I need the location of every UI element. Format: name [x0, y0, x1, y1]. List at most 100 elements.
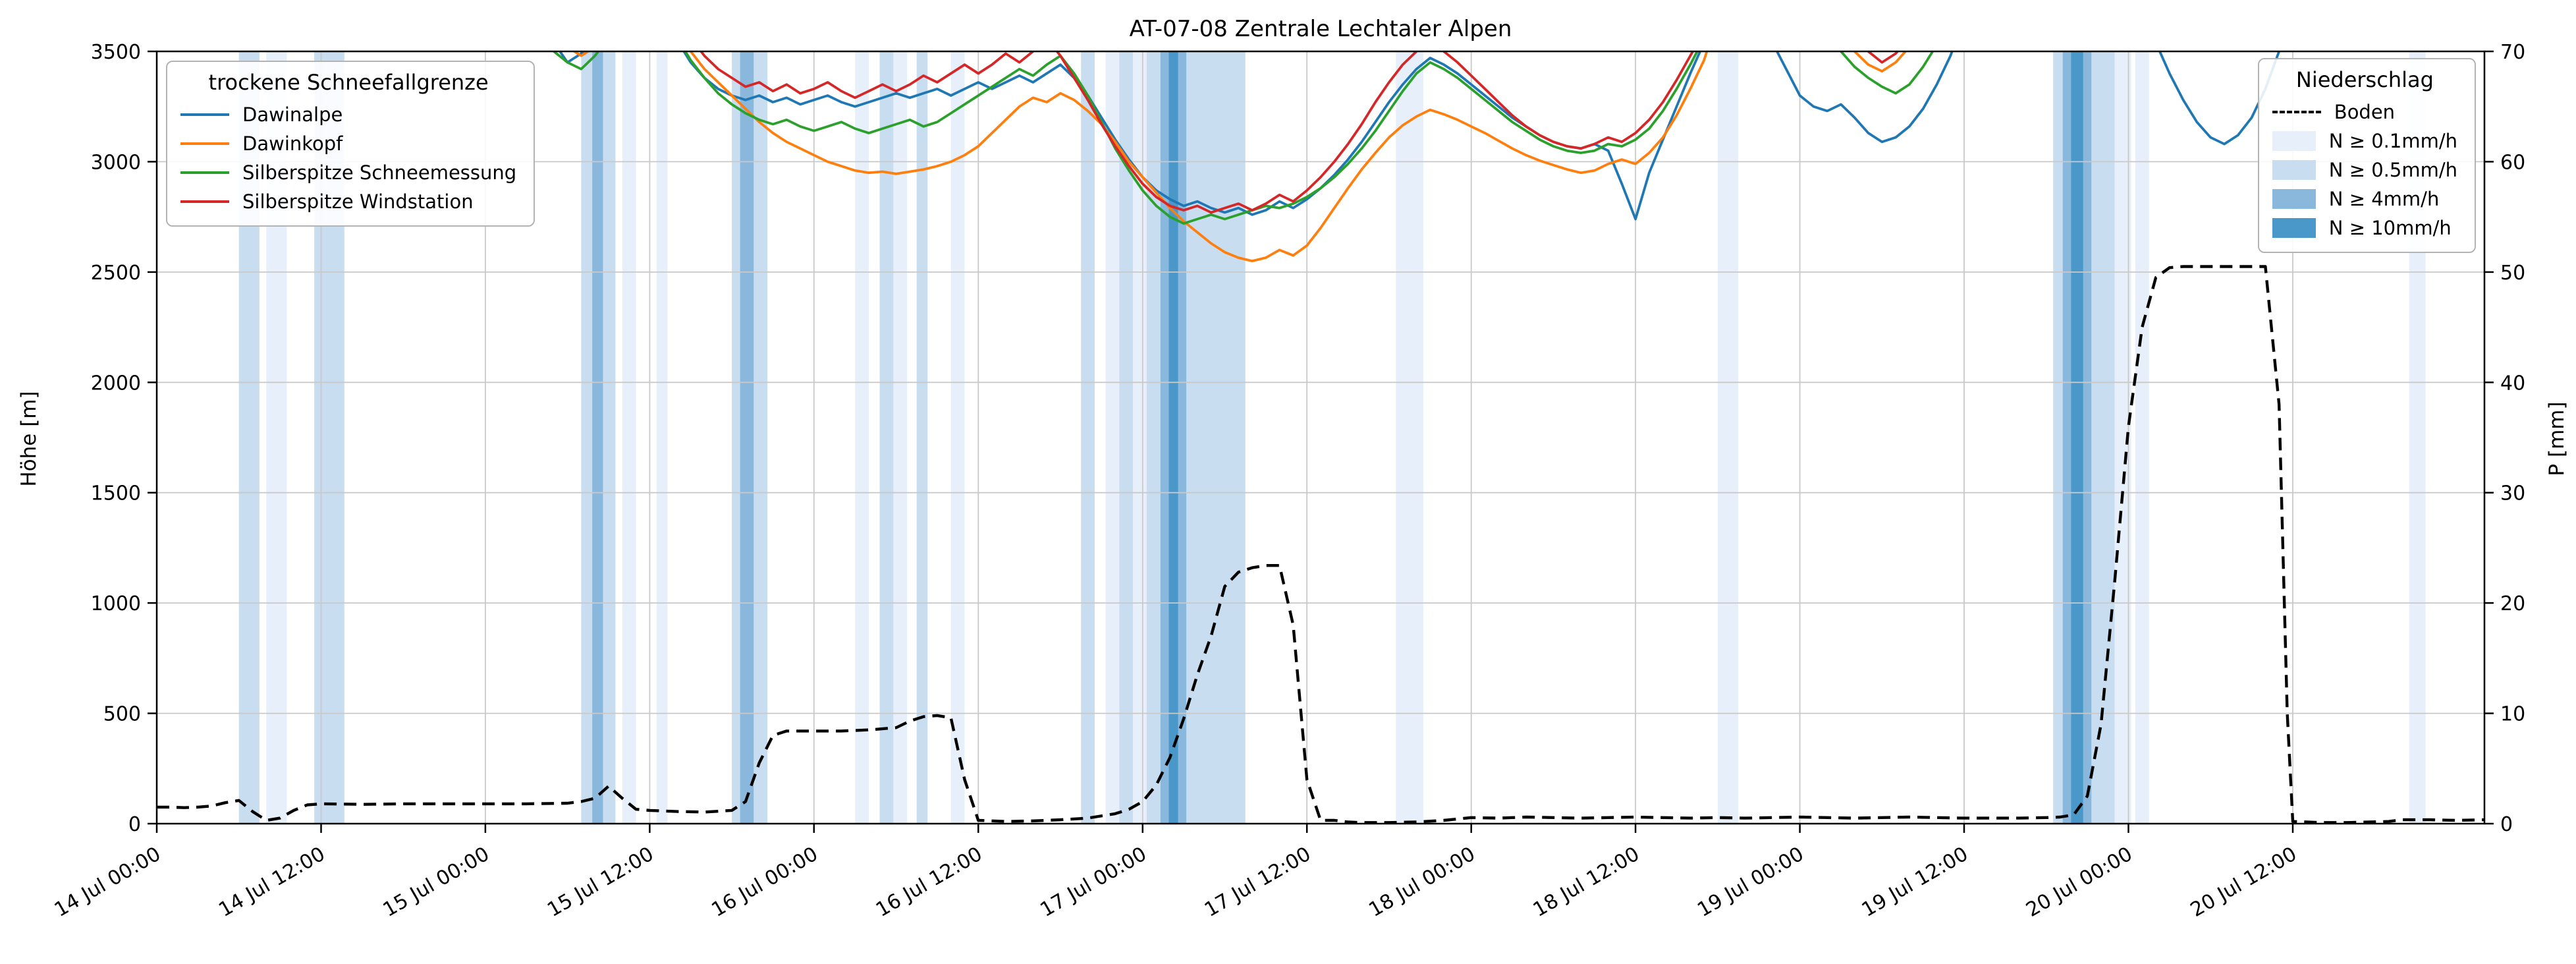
legend-entry-label: Silberspitze Schneemessung [242, 161, 517, 184]
y-tick-label-left: 0 [128, 813, 141, 836]
legend-entry-label: Dawinalpe [242, 103, 343, 126]
y-tick-label-right: 20 [2500, 592, 2525, 615]
precip-band [1717, 51, 1739, 824]
series-line-dawinalpe [558, 51, 2281, 221]
x-tick-label: 19 Jul 00:00 [1693, 843, 1807, 922]
legend-entry-label: Dawinkopf [242, 132, 343, 155]
snowline-legend-title: trockene Schneefallgrenze [208, 70, 489, 95]
y-tick-label-right: 30 [2500, 482, 2525, 505]
x-tick-label: 17 Jul 00:00 [1036, 843, 1150, 922]
chart-title: AT-07-08 Zentrale Lechtaler Alpen [1129, 16, 1512, 42]
y-tick-label-left: 1500 [91, 482, 141, 505]
legend-entry-label: N ≥ 0.1mm/h [2328, 130, 2457, 152]
legend-entry-label: Boden [2334, 101, 2396, 123]
legend-entry-precip-level: N ≥ 0.1mm/h [2272, 127, 2457, 156]
precip-band [879, 51, 894, 824]
precip-band [893, 51, 908, 824]
boden-precip-line [157, 265, 2484, 824]
legend-entry-dawinalpe: Dawinalpe [180, 100, 516, 129]
series-line-dawinkopf [572, 51, 1907, 263]
y-tick-label-right: 40 [2500, 372, 2525, 395]
legend-entry-label: N ≥ 10mm/h [2328, 217, 2452, 239]
y-tick-label-left: 3500 [91, 41, 141, 64]
x-tick-label: 14 Jul 00:00 [51, 843, 165, 922]
plot-border [155, 50, 2486, 825]
x-tick-label: 20 Jul 12:00 [2187, 843, 2301, 922]
precip-band [581, 51, 592, 824]
x-tick-label: 20 Jul 00:00 [2022, 843, 2136, 922]
y-tick-label-left: 500 [103, 703, 141, 726]
x-tick-label: 18 Jul 00:00 [1365, 843, 1479, 922]
y-tick-label-right: 10 [2500, 703, 2525, 726]
precip-band [622, 51, 636, 824]
y-tick-label-left: 2000 [91, 372, 141, 395]
precip-band [1133, 51, 1147, 824]
x-tick-label: 16 Jul 12:00 [872, 843, 986, 922]
x-tick-label: 16 Jul 00:00 [707, 843, 821, 922]
precip-legend: Niederschlag Boden N ≥ 0.1mm/h N ≥ 0.5mm/h… [2257, 58, 2476, 253]
series-line-silberspitze-windstation [579, 51, 1900, 214]
x-tick-label: 15 Jul 12:00 [543, 843, 657, 922]
y-tick-label-right: 50 [2500, 262, 2525, 285]
legend-entry-precip-level: N ≥ 10mm/h [2272, 213, 2457, 242]
precip-band [950, 51, 965, 824]
precip-legend-entries: Boden N ≥ 0.1mm/h N ≥ 0.5mm/h N ≥ 4mm/h N ≥ … [2272, 98, 2457, 242]
snowline-legend-entries: Dawinalpe Dawinkopf Silberspitze Schneemes… [180, 100, 516, 216]
precip-band [1168, 51, 1178, 824]
legend-entry-label: N ≥ 4mm/h [2328, 188, 2440, 210]
precip-band [1119, 51, 1134, 824]
color-patch-swatch-icon [2272, 218, 2316, 238]
precip-band [1147, 51, 1161, 824]
precip-band [592, 51, 603, 824]
precip-band [2083, 51, 2092, 824]
y-tick-label-right: 70 [2500, 41, 2525, 64]
legend-entry-label: N ≥ 0.5mm/h [2328, 159, 2457, 181]
precip-band [855, 51, 869, 824]
color-patch-swatch-icon [2272, 160, 2316, 180]
x-tick-label: 14 Jul 12:00 [215, 843, 329, 922]
x-tick-label: 15 Jul 00:00 [379, 843, 493, 922]
precip-band [1186, 51, 1246, 824]
precip-band [1160, 51, 1169, 824]
dashed-line-swatch-icon [2272, 111, 2321, 113]
precip-band [1396, 51, 1423, 824]
legend-entry-silberspitze-schneemessung: Silberspitze Schneemessung [180, 158, 516, 187]
precip-legend-title: Niederschlag [2295, 67, 2434, 92]
line-swatch-icon [180, 113, 229, 116]
precip-band [1105, 51, 1120, 824]
precip-band [603, 51, 616, 824]
line-swatch-icon [180, 171, 229, 174]
line-swatch-icon [180, 142, 229, 145]
legend-entry-label: Silberspitze Windstation [242, 190, 474, 213]
series-line-silberspitze-schneemessung [552, 51, 1934, 225]
x-tick-label: 17 Jul 12:00 [1201, 843, 1315, 922]
precip-band [732, 51, 740, 824]
legend-entry-dawinkopf: Dawinkopf [180, 129, 516, 158]
legend-entry-boden: Boden [2272, 98, 2457, 127]
y-tick-label-left: 3000 [91, 151, 141, 174]
precip-band [1178, 51, 1187, 824]
x-tick-label: 18 Jul 12:00 [1529, 843, 1643, 922]
line-swatch-icon [180, 200, 229, 203]
legend-entry-silberspitze-windstation: Silberspitze Windstation [180, 187, 516, 216]
color-patch-swatch-icon [2272, 131, 2316, 151]
color-patch-swatch-icon [2272, 189, 2316, 209]
precip-band [2135, 51, 2149, 824]
precip-band [2062, 51, 2071, 824]
precip-band [2053, 51, 2063, 824]
precip-band [2071, 51, 2083, 824]
legend-entry-precip-level: N ≥ 4mm/h [2272, 184, 2457, 213]
y-tick-label-right: 60 [2500, 151, 2525, 174]
legend-entry-precip-level: N ≥ 0.5mm/h [2272, 156, 2457, 184]
snowline-legend: trockene Schneefallgrenze Dawinalpe Dawin… [166, 61, 535, 227]
precip-band [916, 51, 928, 824]
y-tick-label-left: 2500 [91, 262, 141, 285]
precip-band [1081, 51, 1095, 824]
precip-band [656, 51, 668, 824]
y-tick-label-right: 0 [2500, 813, 2513, 836]
x-tick-label: 19 Jul 12:00 [1858, 843, 1972, 922]
y-tick-label-left: 1000 [91, 592, 141, 615]
precip-band [754, 51, 768, 824]
precip-band [740, 51, 754, 824]
